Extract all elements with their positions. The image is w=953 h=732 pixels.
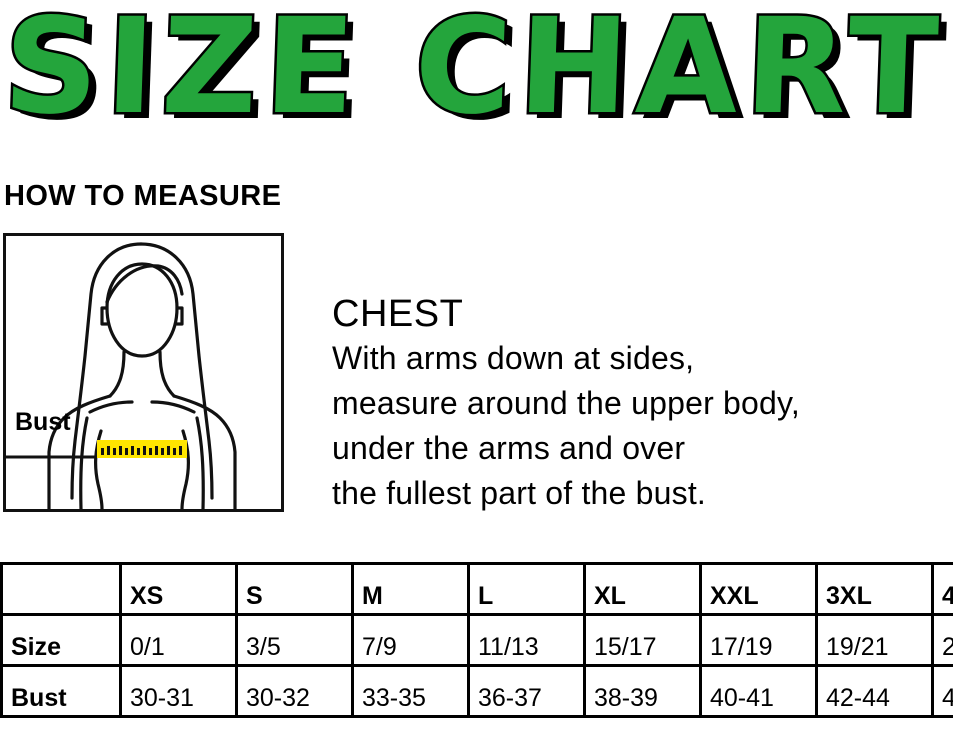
cell-bust-m: 33-35 [353,666,469,717]
chest-line-1: With arms down at sides, [332,336,800,381]
title-face-text: SIZE CHART [1,0,948,144]
measuring-tape [97,440,187,458]
face-outline [107,264,177,356]
cell-bust-xs: 30-31 [121,666,237,717]
how-to-measure-heading: HOW TO MEASURE [4,182,281,211]
female-torso-diagram [6,236,281,509]
page-title-banner: SIZE CHART SIZE CHART SIZE CHART [0,0,953,150]
row-label-bust: Bust [2,666,121,717]
chest-line-3: under the arms and over [332,426,800,471]
table-header-xl: XL [585,564,701,615]
neck-right [160,352,174,396]
table-row: Bust 30-31 30-32 33-35 36-37 38-39 40-41… [2,666,953,717]
bust-label: Bust [15,409,71,435]
chest-line-2: measure around the upper body, [332,381,800,426]
table-header-row: XS S M L XL XXL 3XL 4XL [2,564,953,615]
measurement-illustration-box: Bust [3,233,284,512]
table-corner-cell [2,564,121,615]
cell-size-s: 3/5 [237,615,353,666]
cell-size-xs: 0/1 [121,615,237,666]
table-header-l: L [469,564,585,615]
cell-size-m: 7/9 [353,615,469,666]
neck-left [110,352,124,396]
table-header-3xl: 3XL [817,564,933,615]
chest-line-4: the fullest part of the bust. [332,471,800,516]
arm-left-inner [81,418,87,509]
size-chart-title-art: SIZE CHART SIZE CHART [0,0,953,150]
table-header-4xl: 4XL [933,564,953,615]
table-header-m: M [353,564,469,615]
cell-bust-s: 30-32 [237,666,353,717]
table-row: Size 0/1 3/5 7/9 11/13 15/17 17/19 19/21… [2,615,953,666]
size-chart-table: XS S M L XL XXL 3XL 4XL Size 0/1 3/5 7/9… [0,562,953,718]
chest-description-block: CHEST With arms down at sides, measure a… [332,292,800,516]
chest-heading: CHEST [332,292,800,336]
row-label-size: Size [2,615,121,666]
cell-size-l: 11/13 [469,615,585,666]
cell-size-3xl: 19/21 [817,615,933,666]
table-header-s: S [237,564,353,615]
table-header-xxl: XXL [701,564,817,615]
cell-size-4xl: 21/23 [933,615,953,666]
collarbone-left [90,402,132,412]
cell-size-xxl: 17/19 [701,615,817,666]
cell-bust-xxl: 40-41 [701,666,817,717]
cell-bust-xl: 38-39 [585,666,701,717]
collarbone-right [152,402,194,412]
cell-bust-3xl: 42-44 [817,666,933,717]
cell-bust-l: 36-37 [469,666,585,717]
table-header-xs: XS [121,564,237,615]
size-table-container: XS S M L XL XXL 3XL 4XL Size 0/1 3/5 7/9… [0,562,953,732]
arm-right-inner [197,418,203,509]
cell-size-xl: 15/17 [585,615,701,666]
cell-bust-4xl: 45-47 [933,666,953,717]
